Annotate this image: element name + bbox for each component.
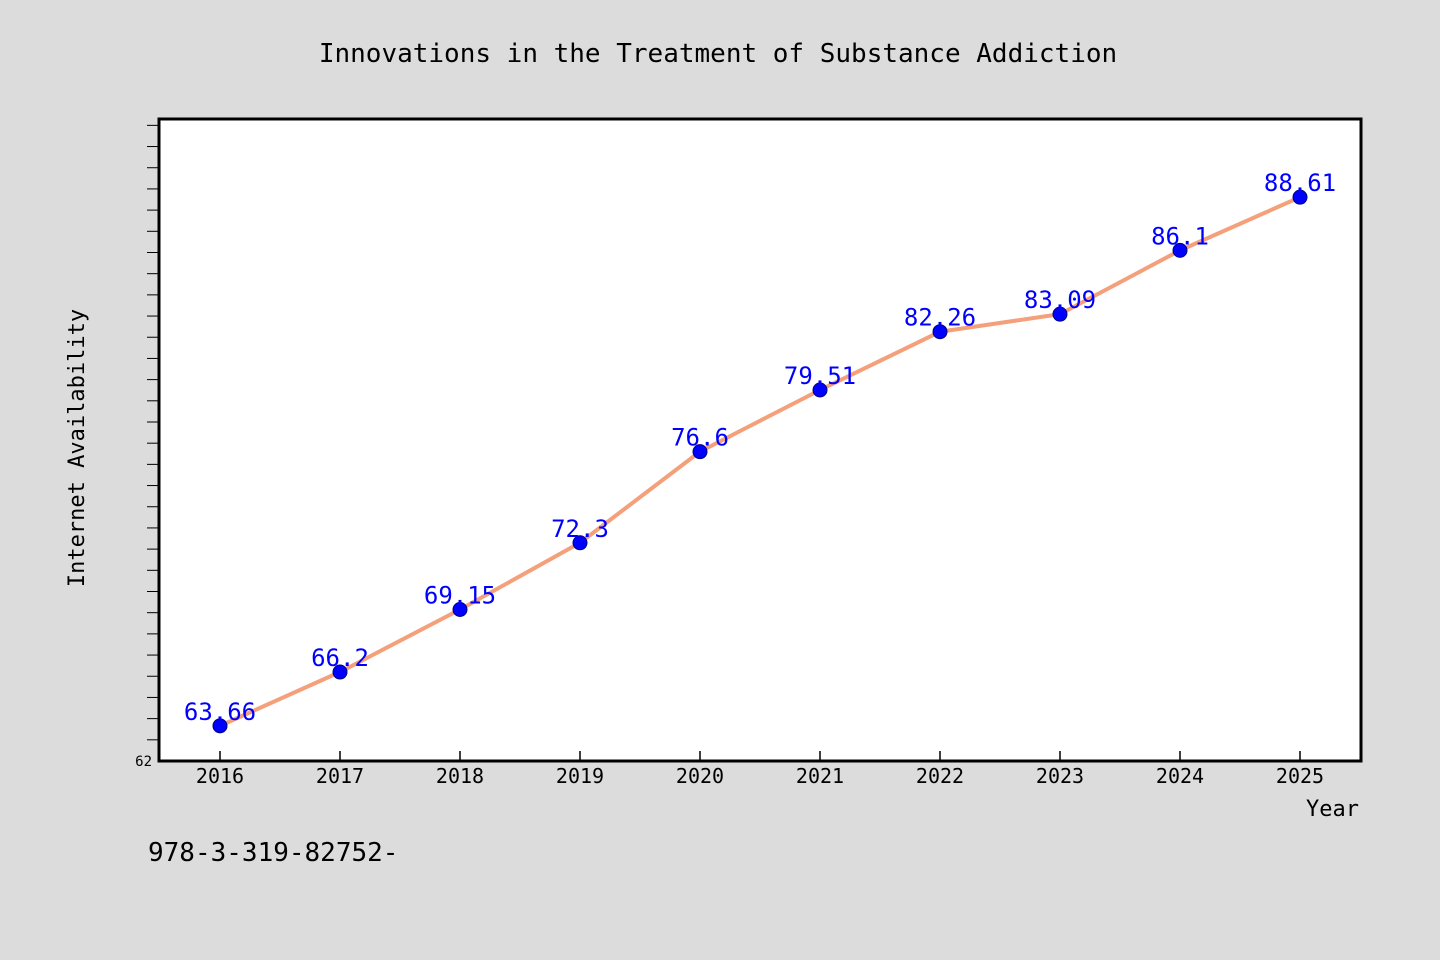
x-tick-label: 2025 — [1276, 764, 1324, 788]
x-tick-label: 2023 — [1036, 764, 1084, 788]
data-point-marker — [572, 535, 588, 551]
x-tick-label: 2024 — [1156, 764, 1204, 788]
y-axis-ticks — [147, 124, 159, 741]
annotation-text: 978-3-319-82752- — [148, 838, 398, 868]
x-tick-label: 2022 — [916, 764, 964, 788]
data-label: 86.1 — [1151, 222, 1209, 250]
data-label: 72.3 — [551, 515, 609, 543]
x-axis-ticks — [219, 751, 1301, 761]
data-markers — [212, 189, 1308, 734]
series-line — [219, 195, 1301, 728]
data-point-marker — [932, 324, 948, 340]
data-label: 83.09 — [1024, 286, 1096, 314]
x-axis-label: Year — [1306, 797, 1359, 822]
x-tick-label: 2017 — [316, 764, 364, 788]
data-label: 76.6 — [671, 424, 729, 452]
y-tick-label: 62 — [135, 754, 152, 770]
data-point-marker — [1172, 242, 1188, 258]
data-point-marker — [692, 444, 708, 460]
plot-area — [157, 117, 1363, 763]
data-label: 63.66 — [184, 698, 256, 726]
y-axis-label: Internet Availability — [65, 309, 90, 587]
data-point-marker — [812, 382, 828, 398]
data-point-marker — [1292, 189, 1308, 205]
x-tick-label: 2016 — [196, 764, 244, 788]
data-point-marker — [452, 602, 468, 618]
data-point-marker — [1052, 306, 1068, 322]
data-point-marker — [332, 664, 348, 680]
data-point-marker — [212, 718, 228, 734]
x-tick-label: 2019 — [556, 764, 604, 788]
series-line-group — [219, 195, 1301, 728]
x-tick-label: 2018 — [436, 764, 484, 788]
data-label: 79.51 — [784, 362, 856, 390]
data-label: 69.15 — [424, 582, 496, 610]
x-tick-label: 2020 — [676, 764, 724, 788]
x-axis-tick-labels: 2016 2017 2018 2019 2020 2021 2022 2023 2024 2025 — [196, 764, 1324, 788]
chart-title: Innovations in the Treatment of Substanc… — [319, 39, 1117, 69]
x-tick-label: 2021 — [796, 764, 844, 788]
data-label: 82.26 — [904, 304, 976, 332]
data-label: 88.61 — [1264, 169, 1336, 197]
data-label: 66.2 — [311, 644, 369, 672]
data-labels: 63.66 66.2 69.15 72.3 76.6 79.51 82.26 83.09 86.… — [184, 169, 1336, 726]
